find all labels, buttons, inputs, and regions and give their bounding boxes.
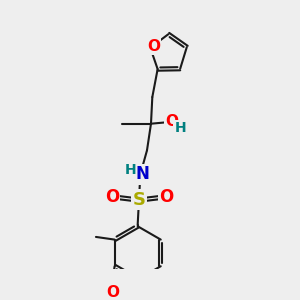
Text: O: O xyxy=(105,188,119,206)
Text: O: O xyxy=(159,188,173,206)
Text: O: O xyxy=(147,39,160,54)
Text: O: O xyxy=(165,113,178,128)
Text: O: O xyxy=(106,285,119,300)
Text: H: H xyxy=(124,163,136,177)
Text: H: H xyxy=(175,121,186,135)
Text: N: N xyxy=(136,165,149,183)
Text: S: S xyxy=(133,190,146,208)
